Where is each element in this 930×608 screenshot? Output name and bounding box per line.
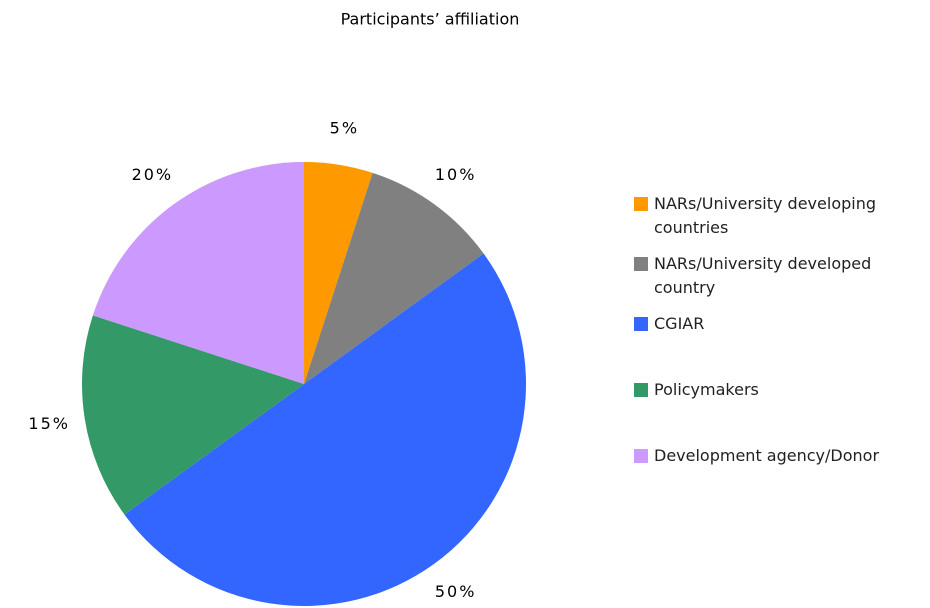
chart-title: Participants’ affiliation — [341, 10, 520, 29]
legend-label: CGIAR — [654, 314, 705, 333]
legend-label: NARs/University developing countries — [654, 194, 876, 237]
legend-swatch — [634, 197, 648, 211]
pie-slice — [124, 253, 526, 607]
data-label: 20% — [132, 165, 174, 184]
data-label: 15% — [28, 414, 70, 433]
legend-item: NARs/University developing countries — [634, 192, 924, 240]
legend-label: Policymakers — [654, 380, 759, 399]
data-label: 50% — [435, 582, 477, 601]
pie-slice — [304, 172, 484, 384]
pie-slice — [81, 315, 304, 515]
legend-swatch — [634, 317, 648, 331]
legend-item: Policymakers — [634, 378, 924, 402]
legend-label: Development agency/Donor — [654, 446, 880, 465]
legend-swatch — [634, 383, 648, 397]
legend-item: Development agency/Donor — [634, 444, 924, 468]
legend-item: CGIAR — [634, 312, 924, 336]
legend-swatch — [634, 257, 648, 271]
legend-item: NARs/University developed country — [634, 252, 924, 300]
legend-label: NARs/University developed country — [654, 254, 872, 297]
legend: NARs/University developing countries NARs… — [634, 192, 924, 468]
legend-swatch — [634, 449, 648, 463]
pie-slice — [92, 162, 305, 384]
data-label: 5% — [330, 119, 359, 138]
data-label: 10% — [435, 165, 477, 184]
pie-slice — [304, 162, 373, 384]
